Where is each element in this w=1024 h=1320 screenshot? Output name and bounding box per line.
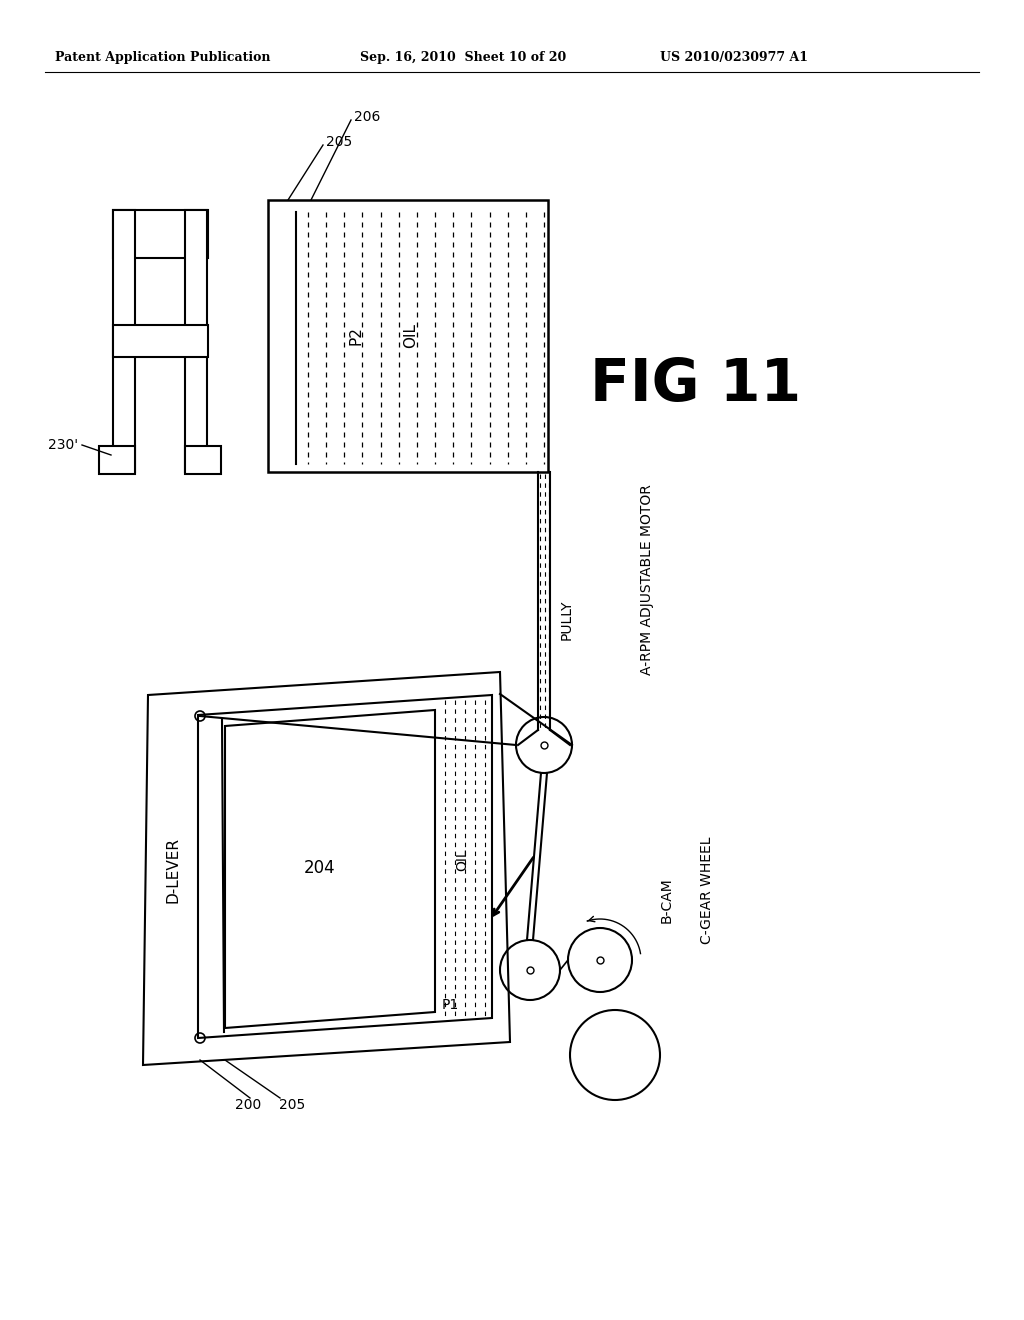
Polygon shape bbox=[225, 710, 435, 1028]
Text: 206: 206 bbox=[354, 110, 380, 124]
Bar bbox=[185, 446, 221, 474]
Text: 230': 230' bbox=[48, 438, 78, 451]
Bar bbox=[268, 201, 548, 473]
Bar bbox=[185, 210, 207, 473]
Polygon shape bbox=[198, 696, 492, 1038]
Text: FIG 11: FIG 11 bbox=[590, 356, 801, 413]
Text: C-GEAR WHEEL: C-GEAR WHEEL bbox=[700, 837, 714, 944]
Bar bbox=[99, 446, 135, 474]
Text: 200: 200 bbox=[234, 1098, 261, 1111]
Bar bbox=[113, 325, 208, 356]
Text: 205: 205 bbox=[279, 1098, 305, 1111]
Bar bbox=[113, 210, 135, 473]
Polygon shape bbox=[143, 672, 510, 1065]
Text: 204: 204 bbox=[304, 859, 336, 876]
Text: PULLY: PULLY bbox=[560, 599, 574, 640]
Text: OIL: OIL bbox=[403, 323, 419, 348]
Text: P1: P1 bbox=[441, 998, 459, 1012]
Text: P2: P2 bbox=[348, 326, 364, 346]
Text: OIL: OIL bbox=[455, 849, 469, 871]
Text: US 2010/0230977 A1: US 2010/0230977 A1 bbox=[660, 51, 808, 65]
Text: D-LEVER: D-LEVER bbox=[166, 837, 180, 903]
Bar bbox=[113, 210, 208, 257]
Text: A-RPM ADJUSTABLE MOTOR: A-RPM ADJUSTABLE MOTOR bbox=[640, 484, 654, 676]
Text: B-CAM: B-CAM bbox=[660, 876, 674, 923]
Text: 205: 205 bbox=[326, 135, 352, 149]
Text: Sep. 16, 2010  Sheet 10 of 20: Sep. 16, 2010 Sheet 10 of 20 bbox=[360, 51, 566, 65]
Text: Patent Application Publication: Patent Application Publication bbox=[55, 51, 270, 65]
